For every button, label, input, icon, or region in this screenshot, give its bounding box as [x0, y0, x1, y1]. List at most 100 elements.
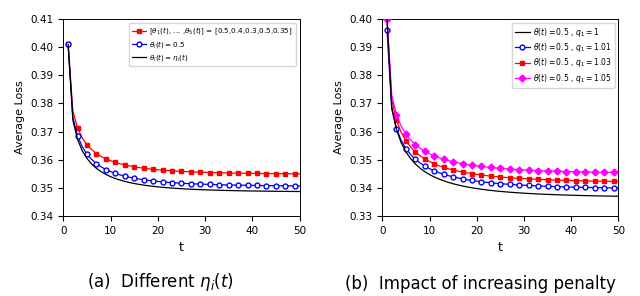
- $\theta_i(t) = \eta_i(t)$: [135, 183, 143, 186]
- $\theta_i(t) = 0.5$: [163, 181, 171, 184]
- $\theta_i(t) = 0.5$: [187, 182, 195, 186]
- [$\theta_1(t)$, ... ,$\theta_5(t)$] = [0.5,0.4,0.3,0.5,0.35]: [79, 136, 86, 140]
- $\theta(t) = 0.5$ , $q_1 = 1$: [435, 177, 443, 181]
- [$\theta_1(t)$, ... ,$\theta_5(t)$] = [0.5,0.4,0.3,0.5,0.35]: [131, 165, 138, 169]
- $\theta(t) = 0.5$ , $q_1 = 1.01$: [477, 180, 485, 184]
- $\theta_i(t) = 0.5$: [149, 179, 157, 183]
- $\theta(t) = 0.5$ , $q_1 = 1.01$: [596, 186, 604, 189]
- $\theta(t) = 0.5$ , $q_1 = 1.05$: [412, 143, 419, 146]
- $\theta_i(t) = 0.5$: [97, 165, 105, 169]
- $\theta(t) = 0.5$ , $q_1 = 1.03$: [596, 179, 604, 183]
- $\theta_i(t) = \eta_i(t)$: [230, 189, 237, 192]
- $\theta(t) = 0.5$ , $q_1 = 1.01$: [610, 186, 618, 190]
- $\theta(t) = 0.5$ , $q_1 = 1.03$: [600, 179, 608, 183]
- $\theta_i(t) = 0.5$: [286, 184, 294, 188]
- $\theta(t) = 0.5$ , $q_1 = 1$: [416, 166, 424, 170]
- $\theta(t) = 0.5$ , $q_1 = 1$: [402, 150, 410, 154]
- $\theta(t) = 0.5$ , $q_1 = 1.05$: [511, 168, 518, 171]
- $\theta(t) = 0.5$ , $q_1 = 1$: [525, 192, 532, 195]
- [$\theta_1(t)$, ... ,$\theta_5(t)$] = [0.5,0.4,0.3,0.5,0.35]: [239, 171, 246, 175]
- $\theta(t) = 0.5$ , $q_1 = 1.03$: [586, 179, 594, 183]
- $\theta(t) = 0.5$ , $q_1 = 1.05$: [468, 163, 476, 167]
- $\theta_i(t) = 0.5$: [262, 184, 270, 187]
- $\theta(t) = 0.5$ , $q_1 = 1.05$: [431, 154, 438, 157]
- $\theta(t) = 0.5$ , $q_1 = 1.05$: [402, 132, 410, 136]
- [$\theta_1(t)$, ... ,$\theta_5(t)$] = [0.5,0.4,0.3,0.5,0.35]: [296, 172, 303, 176]
- $\theta_i(t) = \eta_i(t)$: [296, 190, 303, 193]
- $\theta(t) = 0.5$ , $q_1 = 1.03$: [487, 174, 495, 178]
- $\theta(t) = 0.5$ , $q_1 = 1.05$: [506, 167, 514, 171]
- $\theta(t) = 0.5$ , $q_1 = 1.03$: [383, 17, 391, 21]
- $\theta(t) = 0.5$ , $q_1 = 1.03$: [435, 164, 443, 168]
- $\theta(t) = 0.5$ , $q_1 = 1.05$: [568, 170, 575, 173]
- $\theta(t) = 0.5$ , $q_1 = 1$: [421, 170, 429, 173]
- $\theta_i(t) = 0.5$: [83, 152, 91, 156]
- $\theta(t) = 0.5$ , $q_1 = 1.03$: [407, 145, 415, 149]
- $\theta_i(t) = 0.5$: [69, 115, 77, 119]
- $\theta(t) = 0.5$ , $q_1 = 1.01$: [539, 184, 547, 188]
- Y-axis label: Average Loss: Average Loss: [334, 81, 344, 155]
- [$\theta_1(t)$, ... ,$\theta_5(t)$] = [0.5,0.4,0.3,0.5,0.35]: [116, 162, 124, 165]
- $\theta(t) = 0.5$ , $q_1 = 1.03$: [473, 173, 481, 176]
- $\theta(t) = 0.5$ , $q_1 = 1.03$: [388, 98, 396, 102]
- $\theta(t) = 0.5$ , $q_1 = 1.01$: [468, 179, 476, 182]
- [$\theta_1(t)$, ... ,$\theta_5(t)$] = [0.5,0.4,0.3,0.5,0.35]: [225, 171, 232, 175]
- [$\theta_1(t)$, ... ,$\theta_5(t)$] = [0.5,0.4,0.3,0.5,0.35]: [268, 172, 275, 176]
- $\theta_i(t) = \eta_i(t)$: [131, 182, 138, 185]
- $\theta(t) = 0.5$ , $q_1 = 1.03$: [605, 180, 613, 183]
- $\theta(t) = 0.5$ , $q_1 = 1$: [440, 179, 447, 183]
- $\theta_i(t) = 0.5$: [216, 183, 223, 186]
- $\theta(t) = 0.5$ , $q_1 = 1$: [463, 185, 471, 189]
- $\theta(t) = 0.5$ , $q_1 = 1$: [572, 194, 580, 197]
- $\theta(t) = 0.5$ , $q_1 = 1.05$: [477, 165, 485, 168]
- $\theta(t) = 0.5$ , $q_1 = 1.05$: [492, 166, 499, 170]
- $\theta(t) = 0.5$ , $q_1 = 1$: [610, 194, 618, 198]
- $\theta(t) = 0.5$ , $q_1 = 1$: [431, 175, 438, 179]
- $\theta_i(t) = 0.5$: [201, 183, 209, 186]
- $\theta(t) = 0.5$ , $q_1 = 1.05$: [539, 169, 547, 173]
- $\theta_i(t) = 0.5$: [268, 184, 275, 187]
- $\theta_i(t) = 0.5$: [220, 183, 228, 186]
- $\theta(t) = 0.5$ , $q_1 = 1$: [553, 193, 561, 197]
- $\theta(t) = 0.5$ , $q_1 = 1.05$: [449, 160, 457, 163]
- $\theta_i(t) = \eta_i(t)$: [248, 189, 256, 193]
- $\theta_i(t) = \eta_i(t)$: [88, 162, 95, 166]
- $\theta_i(t) = 0.5$: [277, 184, 285, 188]
- $\theta(t) = 0.5$ , $q_1 = 1.01$: [426, 167, 433, 170]
- $\theta(t) = 0.5$ , $q_1 = 1.05$: [473, 164, 481, 168]
- $\theta(t) = 0.5$ , $q_1 = 1.01$: [407, 153, 415, 156]
- $\theta(t) = 0.5$ , $q_1 = 1.01$: [553, 185, 561, 189]
- [$\theta_1(t)$, ... ,$\theta_5(t)$] = [0.5,0.4,0.3,0.5,0.35]: [201, 170, 209, 174]
- $\theta(t) = 0.5$ , $q_1 = 1.01$: [534, 184, 542, 188]
- $\theta(t) = 0.5$ , $q_1 = 1.01$: [586, 186, 594, 189]
- $\theta_i(t) = 0.5$: [121, 174, 129, 178]
- $\theta(t) = 0.5$ , $q_1 = 1.03$: [577, 179, 584, 183]
- $\theta(t) = 0.5$ , $q_1 = 1$: [577, 194, 584, 197]
- $\theta(t) = 0.5$ , $q_1 = 1.05$: [515, 168, 523, 171]
- $\theta(t) = 0.5$ , $q_1 = 1.01$: [529, 184, 537, 187]
- $\theta_i(t) = 0.5$: [131, 176, 138, 180]
- $\theta(t) = 0.5$ , $q_1 = 1.05$: [563, 170, 570, 173]
- [$\theta_1(t)$, ... ,$\theta_5(t)$] = [0.5,0.4,0.3,0.5,0.35]: [159, 168, 166, 172]
- $\theta(t) = 0.5$ , $q_1 = 1.05$: [614, 171, 622, 174]
- Legend: [$\theta_1(t)$, ... ,$\theta_5(t)$] = [0.5,0.4,0.3,0.5,0.35], $\theta_i(t) = 0.5: [$\theta_1(t)$, ... ,$\theta_5(t)$] = [0…: [129, 22, 296, 66]
- $\theta(t) = 0.5$ , $q_1 = 1.03$: [445, 167, 452, 170]
- $\theta(t) = 0.5$ , $q_1 = 1.05$: [435, 156, 443, 159]
- $\theta_i(t) = \eta_i(t)$: [225, 189, 232, 192]
- $\theta(t) = 0.5$ , $q_1 = 1$: [477, 187, 485, 191]
- $\theta(t) = 0.5$ , $q_1 = 1.03$: [591, 179, 598, 183]
- $\theta(t) = 0.5$ , $q_1 = 1$: [506, 190, 514, 194]
- [$\theta_1(t)$, ... ,$\theta_5(t)$] = [0.5,0.4,0.3,0.5,0.35]: [83, 143, 91, 147]
- $\theta(t) = 0.5$ , $q_1 = 1$: [487, 189, 495, 192]
- $\theta_i(t) = \eta_i(t)$: [83, 157, 91, 160]
- [$\theta_1(t)$, ... ,$\theta_5(t)$] = [0.5,0.4,0.3,0.5,0.35]: [192, 170, 200, 174]
- $\theta_i(t) = 0.5$: [282, 184, 289, 188]
- $\theta(t) = 0.5$ , $q_1 = 1$: [529, 192, 537, 195]
- [$\theta_1(t)$, ... ,$\theta_5(t)$] = [0.5,0.4,0.3,0.5,0.35]: [93, 152, 100, 155]
- $\theta(t) = 0.5$ , $q_1 = 1.01$: [605, 186, 613, 190]
- $\theta_i(t) = 0.5$: [244, 184, 252, 187]
- $\theta(t) = 0.5$ , $q_1 = 1.03$: [568, 179, 575, 182]
- $\theta(t) = 0.5$ , $q_1 = 1$: [568, 194, 575, 197]
- $\theta(t) = 0.5$ , $q_1 = 1.05$: [529, 168, 537, 172]
- $\theta(t) = 0.5$ , $q_1 = 1.03$: [572, 179, 580, 182]
